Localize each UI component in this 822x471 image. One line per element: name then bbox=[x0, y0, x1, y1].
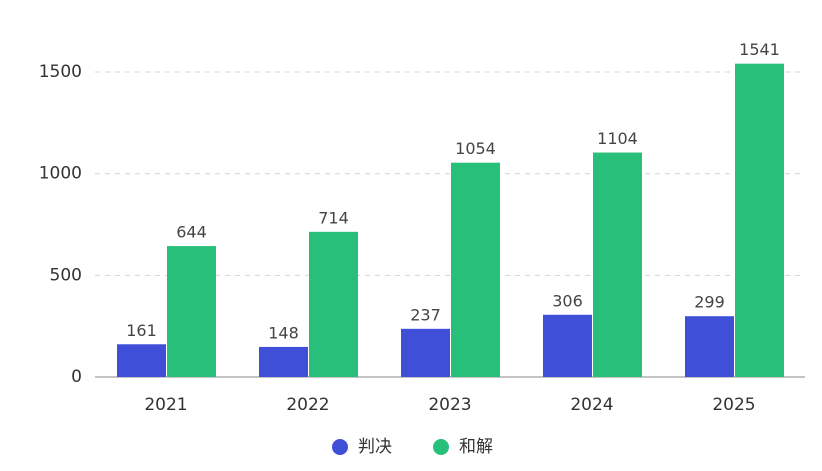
y-tick-label: 1000 bbox=[39, 164, 82, 184]
legend-label: 判决 bbox=[358, 437, 392, 457]
x-tick-label: 2025 bbox=[712, 395, 755, 415]
bar bbox=[593, 152, 642, 377]
value-label: 1104 bbox=[597, 129, 638, 148]
bar bbox=[543, 314, 592, 377]
x-tick-label: 2022 bbox=[286, 395, 329, 415]
value-label: 161 bbox=[126, 321, 157, 340]
bar bbox=[309, 231, 358, 377]
y-tick-label: 500 bbox=[50, 265, 82, 285]
value-label: 1541 bbox=[739, 40, 780, 59]
value-label: 644 bbox=[176, 223, 207, 242]
value-label: 714 bbox=[318, 208, 349, 227]
x-tick-label: 2023 bbox=[428, 395, 471, 415]
bar bbox=[259, 346, 308, 377]
y-tick-label: 0 bbox=[71, 367, 82, 387]
legend-marker bbox=[332, 439, 348, 455]
value-label: 299 bbox=[694, 293, 725, 312]
bar bbox=[167, 246, 216, 377]
bar bbox=[401, 328, 450, 377]
x-tick-label: 2024 bbox=[570, 395, 613, 415]
x-tick-label: 2021 bbox=[144, 395, 187, 415]
bar bbox=[735, 63, 784, 378]
value-label: 1054 bbox=[455, 139, 496, 158]
y-tick-label: 1500 bbox=[39, 62, 82, 82]
legend-marker bbox=[433, 439, 449, 455]
value-label: 237 bbox=[410, 305, 441, 324]
bar bbox=[685, 316, 734, 377]
value-label: 306 bbox=[552, 291, 583, 310]
value-label: 148 bbox=[268, 323, 299, 342]
bar bbox=[451, 162, 500, 377]
legend-label: 和解 bbox=[459, 437, 493, 457]
bar bbox=[117, 344, 166, 377]
